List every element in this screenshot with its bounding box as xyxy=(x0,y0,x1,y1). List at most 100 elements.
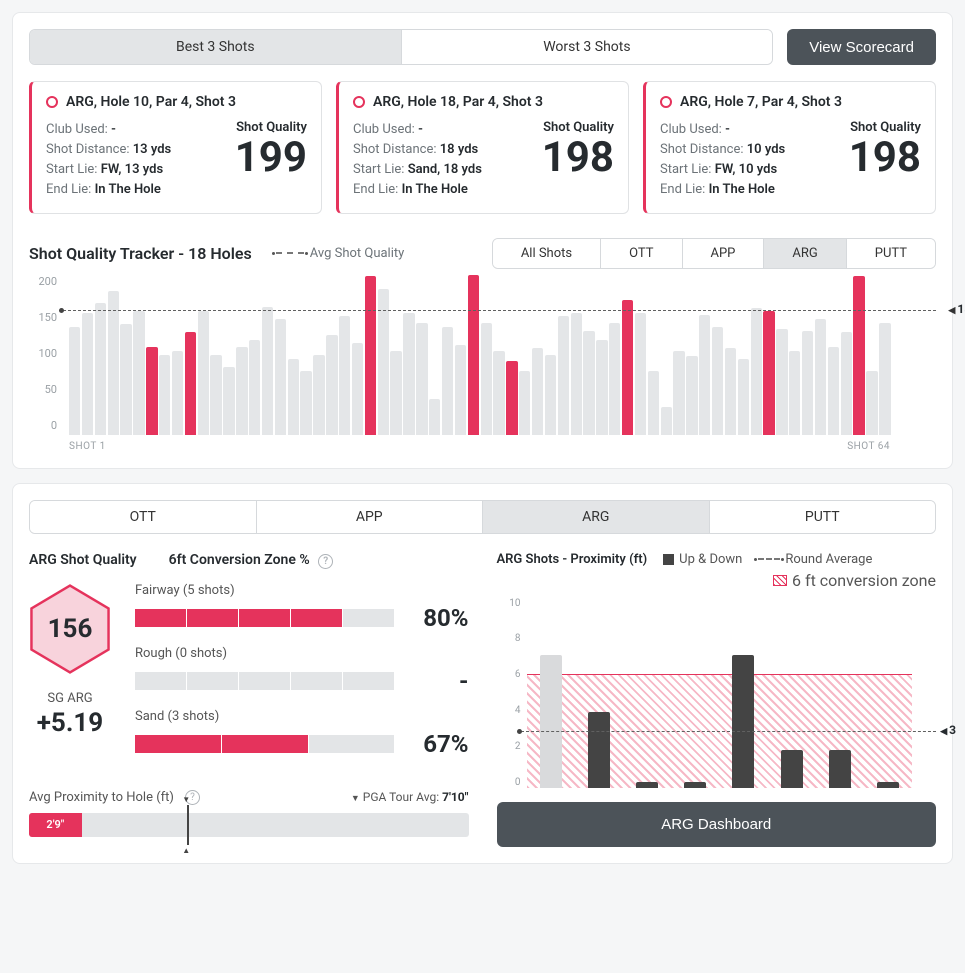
shot-quality-block: Shot Quality 198 xyxy=(849,120,921,179)
tracker-bar xyxy=(262,307,273,435)
tracker-bar xyxy=(686,356,697,434)
category-tab-app[interactable]: APP xyxy=(257,501,484,533)
category-tab-arg[interactable]: ARG xyxy=(483,501,710,533)
tracker-bar xyxy=(455,345,466,435)
top-toolbar: Best 3 Shots Worst 3 Shots View Scorecar… xyxy=(29,29,936,65)
tracker-bar xyxy=(532,348,543,434)
proximity-fill: 2'9" xyxy=(29,813,82,837)
segment-worst-shots[interactable]: Worst 3 Shots xyxy=(402,30,773,64)
proximity-bar xyxy=(781,750,803,788)
tracker-bar xyxy=(236,347,247,435)
tracker-x-axis: SHOT 1 SHOT 64 xyxy=(69,435,890,452)
shot-card[interactable]: ARG, Hole 7, Par 4, Shot 3 Club Used: - … xyxy=(643,81,936,214)
legend-zone-row: 6 ft conversion zone xyxy=(497,571,937,590)
top-panel: Best 3 Shots Worst 3 Shots View Scorecar… xyxy=(12,12,953,469)
tracker-bar xyxy=(841,332,852,434)
shot-card[interactable]: ARG, Hole 18, Par 4, Shot 3 Club Used: -… xyxy=(336,81,629,214)
filter-tab-all-shots[interactable]: All Shots xyxy=(493,239,601,268)
tracker-bar xyxy=(853,276,864,434)
tracker-bar xyxy=(776,329,787,435)
proximity-bars xyxy=(527,598,913,788)
conversion-title: 6ft Conversion Zone % ? xyxy=(169,552,334,569)
bottom-left-header: ARG Shot Quality 6ft Conversion Zone % ? xyxy=(29,552,469,569)
view-scorecard-button[interactable]: View Scorecard xyxy=(787,29,936,65)
segment-best-shots[interactable]: Best 3 Shots xyxy=(30,30,402,64)
tracker-bar xyxy=(365,276,376,434)
hex-score-col: 156 SG ARG +5.19 xyxy=(29,583,111,772)
shot-card-title: ARG, Hole 7, Par 4, Shot 3 xyxy=(660,94,921,110)
proximity-bar xyxy=(732,655,754,788)
filter-tab-arg[interactable]: ARG xyxy=(764,239,846,268)
proximity-plot: 3 xyxy=(527,598,913,788)
proximity-bar: 2'9" xyxy=(29,813,469,837)
shot-card-title: ARG, Hole 18, Par 4, Shot 3 xyxy=(353,94,614,110)
tracker-bar xyxy=(300,371,311,435)
category-tab-ott[interactable]: OTT xyxy=(30,501,257,533)
bottom-panel: OTTAPPARGPUTT ARG Shot Quality 6ft Conve… xyxy=(12,483,953,864)
ring-icon xyxy=(660,96,672,108)
shot-card[interactable]: ARG, Hole 10, Par 4, Shot 3 Club Used: -… xyxy=(29,81,322,214)
arg-dashboard-button[interactable]: ARG Dashboard xyxy=(497,802,937,847)
tracker-bar xyxy=(545,355,556,435)
tracker-bar xyxy=(648,371,659,435)
conversion-label: Rough (0 shots) xyxy=(135,646,469,661)
shot-segment-control: Best 3 Shots Worst 3 Shots xyxy=(29,29,773,65)
filter-tab-ott[interactable]: OTT xyxy=(601,239,682,268)
tracker-bar xyxy=(249,340,260,434)
hex-badge: 156 xyxy=(29,583,111,675)
tracker-bar xyxy=(468,275,479,434)
score-row: 156 SG ARG +5.19 Fairway (5 shots) 80%Ro… xyxy=(29,583,469,772)
tracker-chart: 050100150200 156 SHOT 1 SHOT 64 xyxy=(29,275,936,452)
tracker-bar xyxy=(223,367,234,435)
proximity-bar xyxy=(877,782,899,788)
shot-card-details: Club Used: - Shot Distance: 18 yds Start… xyxy=(353,120,482,201)
tracker-bar xyxy=(712,327,723,435)
conversion-bar xyxy=(135,735,395,753)
tracker-y-axis: 050100150200 xyxy=(29,275,63,432)
tracker-bar xyxy=(390,351,401,435)
tracker-bar xyxy=(596,340,607,434)
tracker-bar xyxy=(506,361,517,435)
tracker-bar xyxy=(519,371,530,435)
filter-tab-app[interactable]: APP xyxy=(683,239,765,268)
conversion-block: Sand (3 shots) 67% xyxy=(135,709,469,758)
sg-value: +5.19 xyxy=(29,708,111,738)
tracker-bar xyxy=(403,313,414,435)
filter-tab-putt[interactable]: PUTT xyxy=(847,239,935,268)
tracker-bar xyxy=(763,311,774,435)
tracker-bar xyxy=(82,313,93,435)
shot-quality-block: Shot Quality 199 xyxy=(235,120,307,179)
shot-card-details: Club Used: - Shot Distance: 10 yds Start… xyxy=(660,120,785,201)
proximity-chart-header: ARG Shots - Proximity (ft) Up & Down Rou… xyxy=(497,552,937,567)
conversion-block: Rough (0 shots) - xyxy=(135,646,469,695)
help-icon[interactable]: ? xyxy=(318,554,333,569)
tracker-bar xyxy=(609,323,620,435)
tracker-bar xyxy=(635,313,646,435)
tracker-bar xyxy=(210,355,221,435)
tracker-bar xyxy=(481,323,492,435)
tracker-bar xyxy=(313,355,324,435)
tracker-title: Shot Quality Tracker - 18 Holes xyxy=(29,244,252,263)
legend-updown: Up & Down xyxy=(663,552,742,567)
tracker-bar xyxy=(69,327,80,435)
proximity-avg-line: 3 xyxy=(521,731,937,732)
tracker-bar xyxy=(493,351,504,435)
pga-avg: ▼ PGA Tour Avg: 7'10" xyxy=(351,790,469,804)
proximity-y-axis: 0246810 xyxy=(497,598,521,788)
proximity-label: Avg Proximity to Hole (ft) xyxy=(29,790,174,805)
conversion-pct: - xyxy=(413,667,469,695)
tracker-plot: 156 xyxy=(69,275,890,435)
tracker-bar xyxy=(673,351,684,435)
proximity-bar xyxy=(540,655,562,788)
tracker-bar xyxy=(416,323,427,435)
tracker-bar xyxy=(802,331,813,435)
category-tabs: OTTAPPARGPUTT xyxy=(29,500,936,534)
conversion-bar xyxy=(135,609,395,627)
proximity-bar xyxy=(588,712,610,788)
conversion-pct: 67% xyxy=(413,730,469,758)
tracker-bar xyxy=(571,313,582,435)
tracker-bar xyxy=(699,315,710,435)
category-tab-putt[interactable]: PUTT xyxy=(710,501,936,533)
bottom-grid: ARG Shot Quality 6ft Conversion Zone % ?… xyxy=(29,552,936,847)
legend-roundavg: Round Average xyxy=(758,552,872,567)
